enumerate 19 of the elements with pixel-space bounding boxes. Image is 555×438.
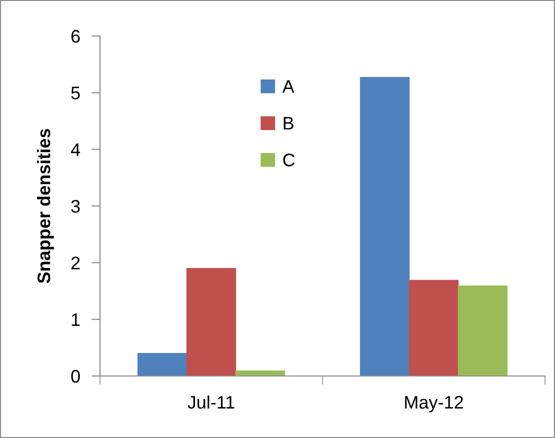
legend-label: B	[284, 116, 294, 130]
bar	[186, 268, 236, 376]
bar	[360, 77, 410, 376]
y-tick-label: 0	[71, 370, 80, 383]
bar	[408, 280, 459, 376]
bar	[458, 286, 508, 376]
y-tick-label: 5	[71, 86, 80, 100]
y-tick-label: 1	[72, 313, 80, 326]
x-tick-label: Jul-11	[188, 395, 234, 409]
y-tick-label: 4	[70, 143, 80, 156]
bar	[235, 370, 286, 376]
legend-label: C	[283, 154, 295, 166]
bar	[137, 352, 188, 376]
y-axis-title: Snapper densities	[37, 128, 54, 284]
y-tick-label: 6	[71, 30, 80, 43]
y-tick-label: 3	[71, 200, 80, 213]
x-tick-label: May-12	[405, 396, 463, 412]
legend-label: A	[282, 80, 294, 93]
y-tick-label: 2	[71, 256, 80, 270]
